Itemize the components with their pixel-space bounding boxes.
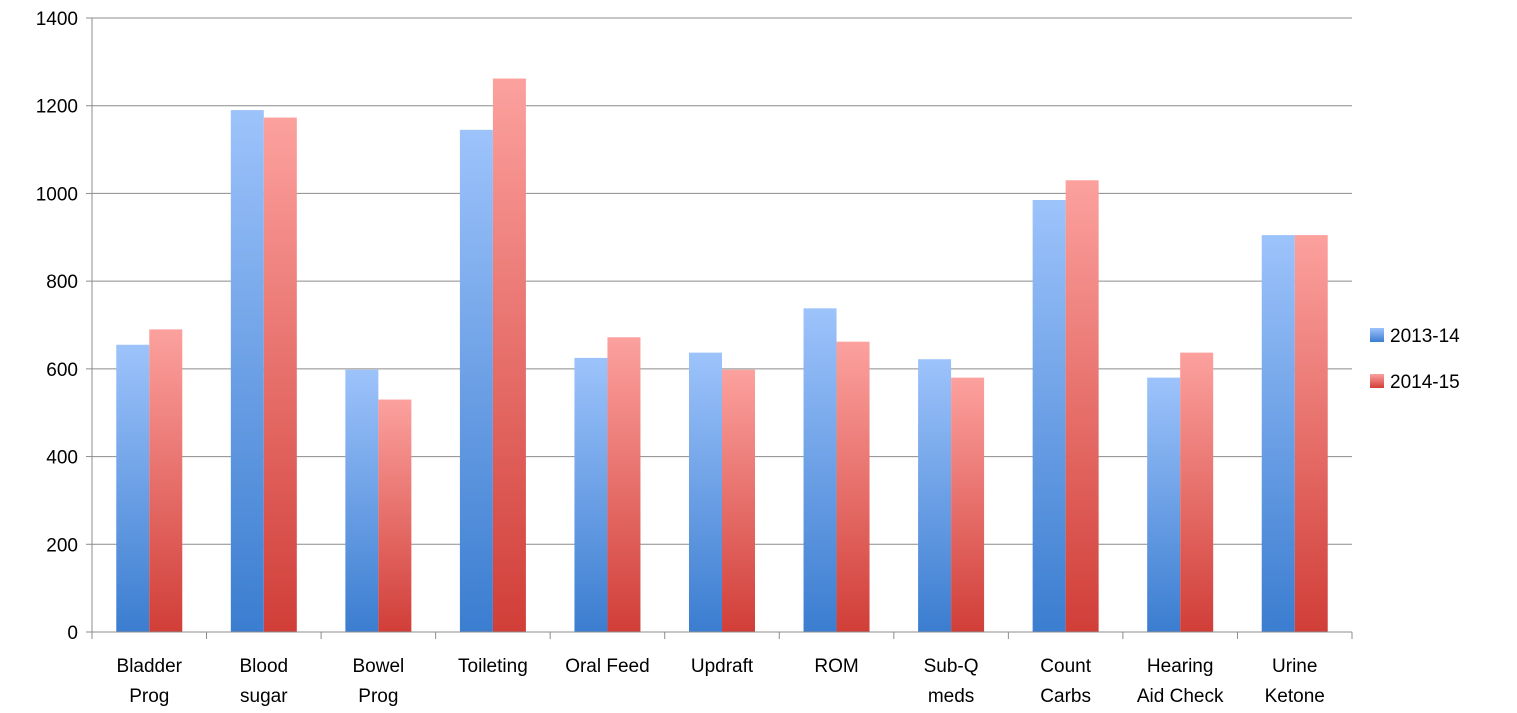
y-tick-label: 600 — [46, 360, 78, 381]
bars — [116, 78, 1328, 633]
legend-swatch-2014-15 — [1370, 374, 1384, 388]
legend: 2013-14 2014-15 — [1370, 326, 1460, 393]
y-tick-label: 0 — [67, 623, 78, 644]
bar-2013-14 — [1032, 200, 1066, 632]
legend-swatch-2013-14 — [1370, 328, 1384, 342]
bar-2014-15 — [722, 369, 755, 632]
x-category-label: Bladder Prog — [117, 656, 183, 707]
bar-2013-14 — [918, 359, 952, 632]
bar-2014-15 — [378, 399, 412, 632]
bar-2014-15 — [607, 337, 641, 632]
legend-label-2013-14: 2013-14 — [1390, 326, 1460, 347]
x-category-label: Sub-Q meds — [924, 656, 979, 707]
bar-2014-15 — [836, 341, 870, 632]
x-category-label: Oral Feed — [565, 656, 649, 677]
x-category-label: Urine Ketone — [1265, 656, 1325, 707]
bar-2013-14 — [1261, 235, 1295, 633]
x-category-label: Bowel Prog — [352, 656, 404, 707]
x-category-label: Count Carbs — [1040, 656, 1091, 707]
y-tick-label: 1000 — [36, 184, 78, 205]
y-tick-label: 800 — [46, 272, 78, 293]
bar-2013-14 — [1147, 377, 1181, 632]
y-tick-label: 1200 — [36, 97, 78, 118]
x-category-label: Toileting — [458, 656, 528, 677]
legend-label-2014-15: 2014-15 — [1390, 372, 1460, 393]
bar-2013-14 — [459, 129, 493, 633]
y-tick-label: 400 — [46, 448, 78, 469]
x-category-label: Updraft — [691, 656, 754, 677]
bar-2013-14 — [345, 369, 379, 632]
bar-2014-15 — [1180, 352, 1214, 632]
x-category-label: Hearing Aid Check — [1137, 656, 1224, 707]
bar-2013-14 — [689, 352, 722, 632]
x-category-label: ROM — [814, 656, 858, 677]
bar-2013-14 — [230, 110, 264, 633]
bar-2014-15 — [1065, 180, 1099, 632]
y-tick-label: 1400 — [36, 9, 78, 30]
bar-2014-15 — [951, 377, 985, 632]
bar-2013-14 — [803, 308, 837, 632]
x-category-labels: Bladder Prog Blood sugar Bowel Prog Toileting O… — [117, 656, 1325, 707]
x-category-label: Blood sugar — [240, 656, 289, 707]
bar-2013-14 — [116, 344, 150, 632]
bar-2014-15 — [1294, 235, 1328, 633]
bar-2014-15 — [263, 117, 297, 632]
y-tick-label: 200 — [46, 535, 78, 556]
bar-2014-15 — [492, 78, 526, 633]
bar-2013-14 — [574, 357, 608, 632]
bar-2014-15 — [149, 329, 183, 632]
axes — [86, 17, 1353, 639]
y-tick-labels: 0 200 400 600 800 1000 1200 1400 — [36, 9, 78, 644]
